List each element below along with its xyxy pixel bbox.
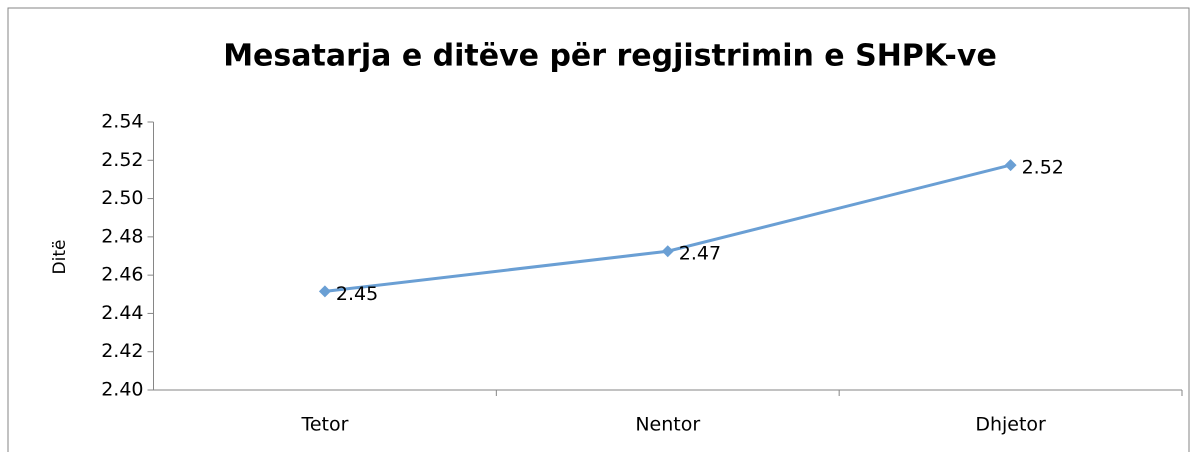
marker [1004, 159, 1017, 172]
marker [661, 245, 674, 258]
y-tick-label: 2.54 [101, 111, 143, 133]
x-tick-label: Nentor [635, 414, 700, 436]
x-tick-label: Dhjetor [975, 414, 1046, 436]
chart-title: Mesatarja e ditëve për regjistrimin e SH… [223, 39, 997, 74]
y-tick-label: 2.44 [101, 302, 143, 324]
y-axis-label: Ditë [50, 240, 70, 275]
marker [318, 285, 331, 298]
x-tick-label: Tetor [300, 414, 348, 436]
y-tick-label: 2.52 [101, 149, 143, 171]
y-tick-label: 2.50 [101, 187, 143, 209]
y-tick-label: 2.42 [101, 340, 143, 362]
data-label: 2.52 [1022, 157, 1064, 179]
y-tick-label: 2.48 [101, 225, 143, 247]
data-label: 2.45 [336, 283, 378, 305]
data-label: 2.47 [679, 243, 721, 265]
series-line [324, 163, 1011, 293]
y-tick-label: 2.46 [101, 264, 143, 286]
y-tick-label: 2.40 [101, 379, 143, 401]
chart-border [7, 7, 1190, 452]
